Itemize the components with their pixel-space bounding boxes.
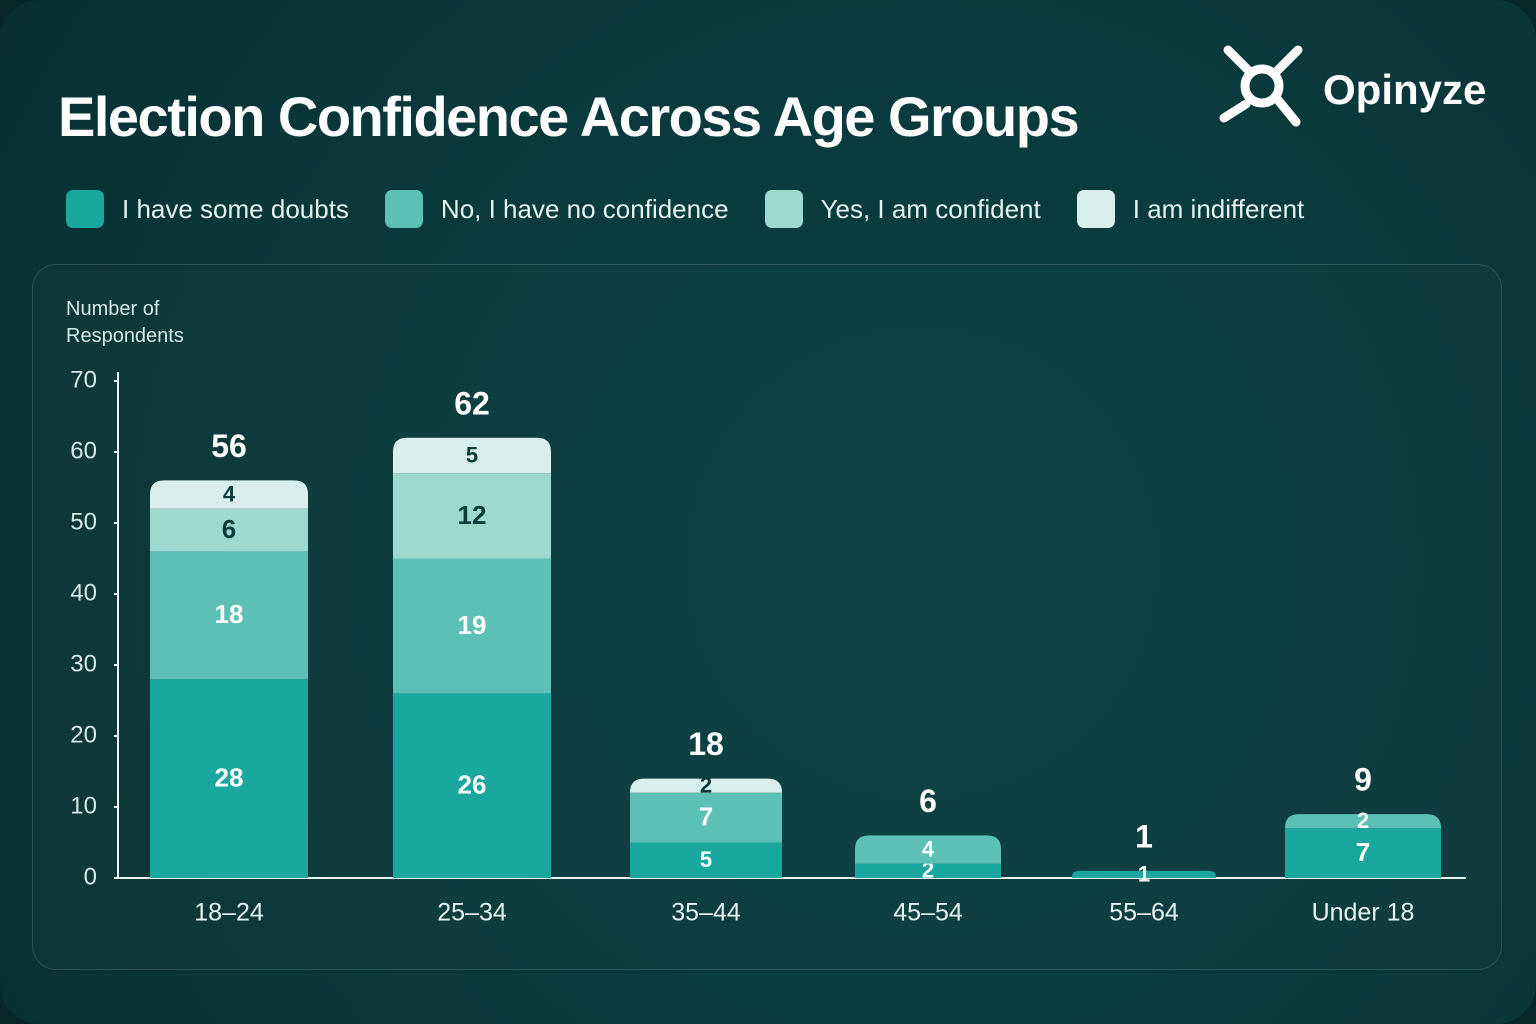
- legend-item: I am indifferent: [1076, 190, 1305, 228]
- segment-label: 19: [458, 610, 487, 640]
- legend-item: No, I have no confidence: [384, 190, 729, 228]
- total-label: 62: [454, 385, 490, 421]
- segment-label: 5: [466, 442, 478, 467]
- x-tick-label: 25–34: [437, 899, 507, 927]
- bar-segment: [1072, 870, 1216, 878]
- bar-segment: [630, 778, 782, 793]
- bar-segment: [150, 679, 308, 878]
- y-tick-label: 60: [70, 437, 97, 464]
- y-axis-label: Number of Respondents: [66, 298, 184, 347]
- x-tick-label: 45–54: [893, 899, 963, 927]
- total-label: 6: [919, 783, 937, 819]
- total-label: 18: [688, 726, 724, 762]
- segment-label: 12: [458, 500, 487, 530]
- total-label: 9: [1354, 762, 1372, 798]
- chart-title: Election Confidence Across Age Groups: [58, 85, 1080, 148]
- total-label: 1: [1135, 818, 1153, 854]
- x-tick-label: Under 18: [1312, 899, 1415, 927]
- legend-swatch: [1076, 190, 1115, 228]
- segment-label: 26: [458, 770, 487, 800]
- y-tick-label: 70: [70, 366, 97, 393]
- bar-segment: [630, 842, 782, 878]
- segment-label: 7: [1356, 837, 1370, 867]
- bar-segment: [855, 863, 1001, 878]
- segment-label: 28: [215, 762, 244, 792]
- legend-label: I am indifferent: [1132, 193, 1305, 224]
- legend-item: I have some doubts: [66, 190, 349, 228]
- bar-segment: [393, 558, 551, 694]
- legend-swatch: [66, 190, 104, 228]
- segment-label: 18: [215, 599, 244, 629]
- x-tick-label: 55–64: [1109, 899, 1179, 927]
- legend-label: Yes, I am confident: [820, 193, 1041, 224]
- y-tick-label: 30: [70, 650, 97, 677]
- legend-label: No, I have no confidence: [440, 193, 729, 224]
- legend: I have some doubts No, I have no confiden…: [66, 190, 1340, 228]
- legend-label: I have some doubts: [122, 193, 349, 224]
- x-tick-label: 18–24: [194, 899, 264, 927]
- segment-label: 7: [699, 802, 713, 832]
- segment-label: 1: [1138, 861, 1150, 886]
- logo-icon: [1219, 45, 1303, 127]
- segment-label: 2: [700, 773, 712, 798]
- bar-segment: [393, 693, 551, 878]
- bar-segment: [393, 437, 551, 474]
- bar-segment: [855, 835, 1001, 864]
- legend-item: Yes, I am confident: [764, 190, 1041, 228]
- legend-swatch: [384, 190, 423, 228]
- segment-label: 4: [223, 481, 236, 506]
- bar-segment: [393, 473, 551, 559]
- segment-label: 2: [1357, 808, 1369, 833]
- y-tick-label: 40: [70, 579, 97, 606]
- bar-segment: [1285, 814, 1441, 829]
- bar-segment: [1285, 828, 1441, 878]
- brand-name: Opinyze: [1323, 66, 1487, 113]
- total-label: 56: [211, 428, 247, 464]
- bar-segment: [150, 508, 308, 552]
- legend-swatch: [764, 190, 803, 228]
- bar-segment: [630, 792, 782, 843]
- chart-panel: [32, 264, 1502, 970]
- segment-label: 5: [700, 847, 712, 872]
- bar-segment: [150, 551, 308, 680]
- y-tick-label: 50: [70, 508, 97, 535]
- y-tick-label: 20: [70, 721, 97, 748]
- segment-label: 4: [922, 836, 935, 861]
- y-tick-label: 10: [70, 792, 97, 819]
- bar-segment: [150, 480, 308, 509]
- segment-label: 6: [222, 514, 236, 544]
- y-tick-label: 0: [84, 863, 97, 890]
- segment-label: 2: [922, 858, 934, 883]
- x-tick-label: 35–44: [671, 899, 741, 927]
